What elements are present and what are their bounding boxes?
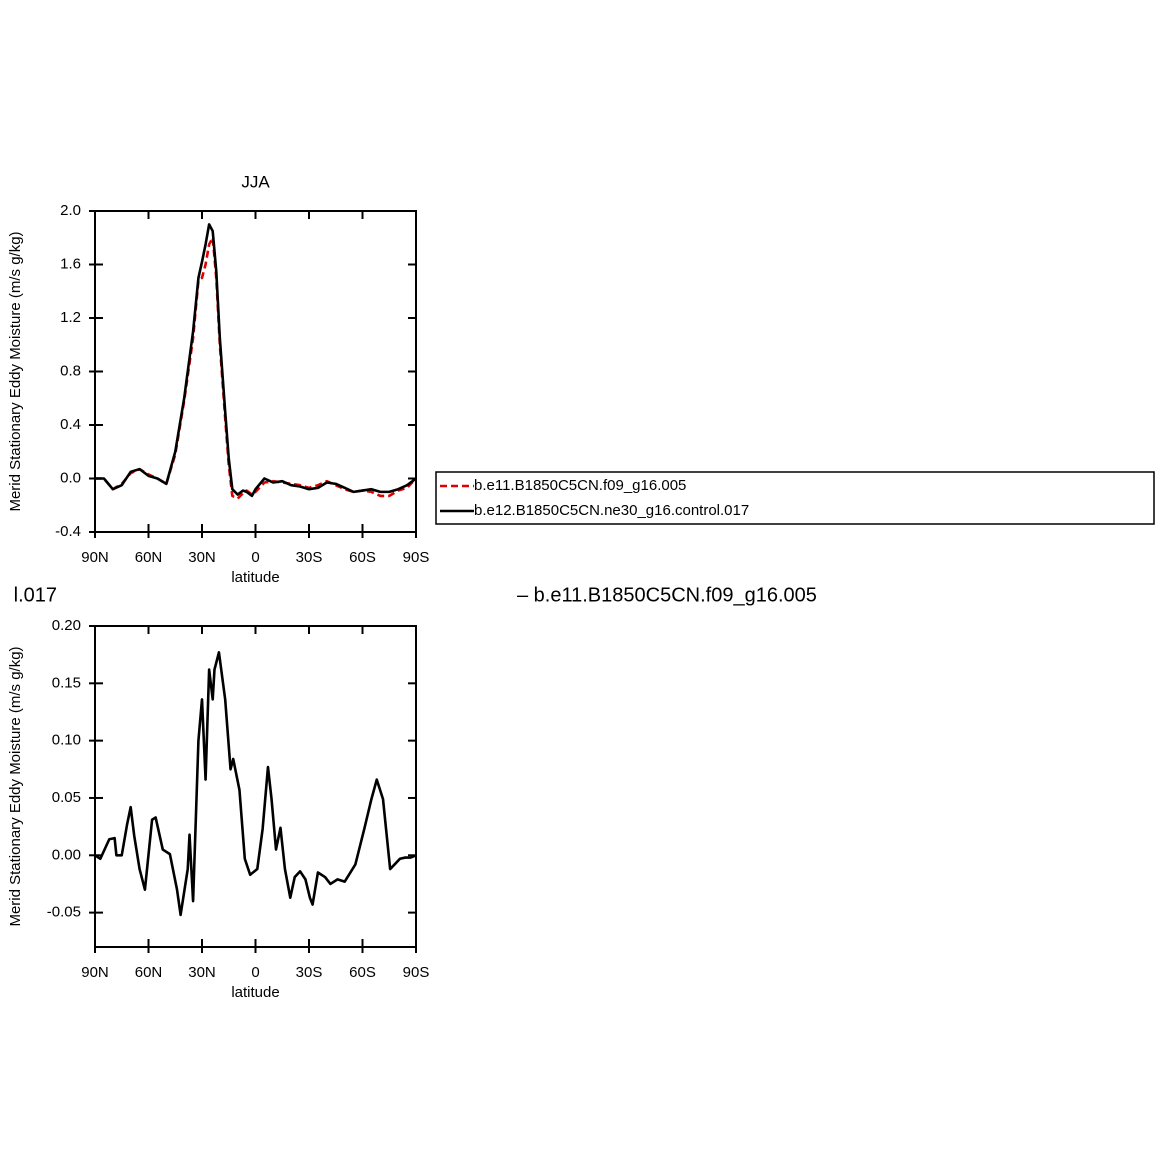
y-tick-label: 0.10 bbox=[52, 732, 81, 749]
x-tick-label: 0 bbox=[251, 964, 259, 981]
y-tick-label: -0.4 bbox=[55, 523, 81, 540]
chart-title: JJA bbox=[241, 172, 270, 191]
x-tick-label: 90N bbox=[81, 549, 109, 566]
plot-frame bbox=[94, 210, 417, 533]
x-tick-label: 60S bbox=[349, 964, 376, 981]
data-line bbox=[95, 651, 416, 917]
x-tick-label: 30N bbox=[188, 964, 216, 981]
y-tick-label: 0.00 bbox=[52, 846, 81, 863]
x-tick-label: 30N bbox=[188, 549, 216, 566]
x-tick-label: 90S bbox=[403, 964, 430, 981]
y-axis-label: Merid Stationary Eddy Moisture (m/s g/kg… bbox=[7, 646, 24, 926]
chart-title-right: – b.e11.B1850C5CN.f09_g16.005 bbox=[517, 584, 817, 606]
y-tick-label: 0.0 bbox=[60, 469, 81, 486]
x-tick-label: 60N bbox=[135, 964, 163, 981]
x-tick-label: 90N bbox=[81, 964, 109, 981]
data-line bbox=[95, 236, 416, 500]
x-tick-label: 30S bbox=[296, 964, 323, 981]
chart-title-left: l.017 bbox=[14, 584, 57, 606]
data-line bbox=[95, 223, 416, 498]
x-tick-label: 30S bbox=[296, 549, 323, 566]
legend-label: b.e11.B1850C5CN.f09_g16.005 bbox=[474, 477, 686, 494]
y-tick-label: 1.6 bbox=[60, 255, 81, 272]
plot-frame bbox=[94, 625, 417, 948]
x-tick-label: 0 bbox=[251, 549, 259, 566]
y-tick-label: -0.05 bbox=[47, 904, 81, 921]
legend-box bbox=[435, 471, 1155, 525]
x-tick-label: 60N bbox=[135, 549, 163, 566]
x-tick-label: 90S bbox=[403, 549, 430, 566]
y-tick-label: 0.20 bbox=[52, 617, 81, 634]
y-tick-label: 0.05 bbox=[52, 789, 81, 806]
y-tick-label: 1.2 bbox=[60, 309, 81, 326]
y-tick-label: 0.8 bbox=[60, 362, 81, 379]
legend-label: b.e12.B1850C5CN.ne30_g16.control.017 bbox=[474, 502, 749, 519]
y-tick-label: 2.0 bbox=[60, 202, 81, 219]
y-tick-label: 0.15 bbox=[52, 674, 81, 691]
x-axis-label: latitude bbox=[231, 984, 279, 1001]
y-axis-label: Merid Stationary Eddy Moisture (m/s g/kg… bbox=[7, 231, 24, 511]
x-axis-label: latitude bbox=[231, 569, 279, 586]
y-tick-label: 0.4 bbox=[60, 416, 81, 433]
x-tick-label: 60S bbox=[349, 549, 376, 566]
